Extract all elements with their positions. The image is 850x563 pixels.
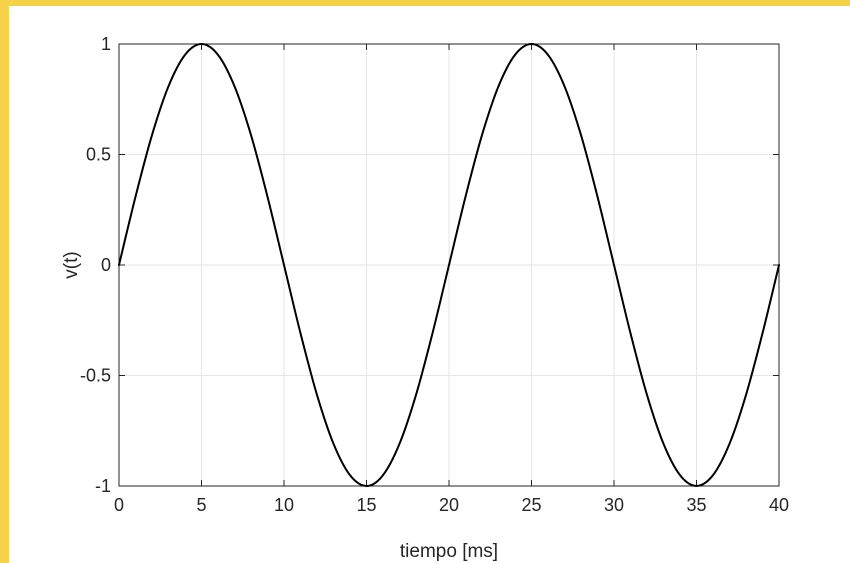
y-tick-label: 0 [101,255,111,275]
x-tick-label: 40 [769,495,789,515]
series-line-0 [118,43,780,487]
y-tick-label: -0.5 [80,366,111,386]
x-tick-label: 20 [439,495,459,515]
series-layer [118,43,780,487]
x-tick-label: 10 [274,495,294,515]
tick-labels: 0 5 10 15 20 25 30 35 40 -1 -0.5 0 0.5 1 [80,34,789,515]
x-tick-label: 0 [114,495,124,515]
x-tick-label: 5 [196,495,206,515]
x-tick-label: 30 [604,495,624,515]
y-tick-label: 0.5 [86,145,111,165]
yellow-border-left [0,0,9,563]
x-tick-label: 35 [686,495,706,515]
y-tick-label: -1 [95,476,111,496]
x-axis-label: tiempo [ms] [400,541,498,562]
yellow-border-top [0,0,850,6]
y-tick-label: 1 [101,34,111,54]
x-tick-label: 25 [521,495,541,515]
x-tick-label: 15 [356,495,376,515]
y-axis-label: v(t) [61,251,82,278]
